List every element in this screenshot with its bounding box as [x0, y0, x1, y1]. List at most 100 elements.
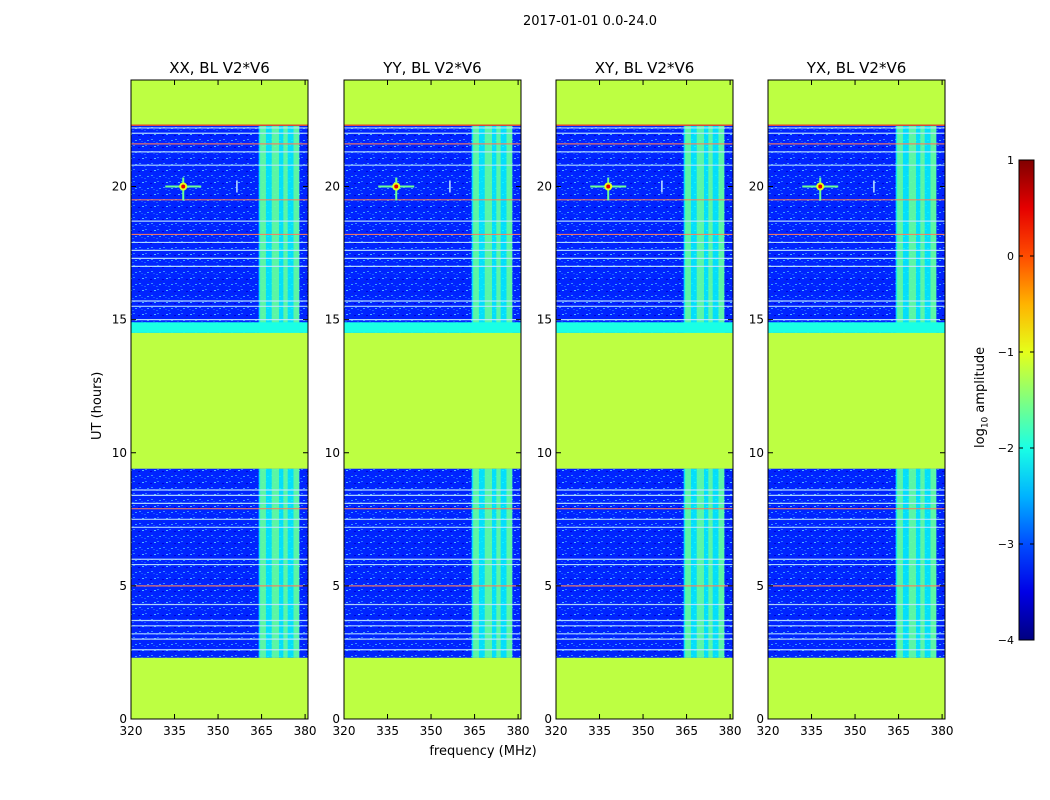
flagged-region-2 — [556, 332, 733, 469]
rfi-channel-1-2 — [271, 468, 279, 658]
x-tick-label: 380 — [931, 724, 954, 738]
y-tick-label: 15 — [112, 313, 127, 327]
flagged-region-1 — [131, 657, 308, 719]
x-tick-label: 320 — [120, 724, 143, 738]
x-tick-label: 320 — [757, 724, 780, 738]
rfi-channel-2-3 — [920, 125, 925, 333]
y-tick-label: 20 — [325, 180, 340, 194]
rfi-channel-2-1 — [260, 125, 266, 333]
rfi-channel-1-2 — [484, 468, 492, 658]
figure-title: 2017-01-01 0.0-24.0 — [523, 14, 657, 29]
x-tick-label: 350 — [420, 724, 443, 738]
x-tick-label: 365 — [887, 724, 910, 738]
panel-title: XY, BL V2*V6 — [595, 59, 695, 77]
rfi-channel-2-2 — [696, 125, 704, 333]
flagged-region-1 — [344, 657, 521, 719]
axes-frame — [130, 79, 309, 720]
y-tick-label: 0 — [332, 712, 340, 726]
x-tick-label: 350 — [844, 724, 867, 738]
rfi-channel-2-1 — [897, 125, 903, 333]
flagged-region-1 — [768, 657, 945, 719]
heatmap-panel-2: YY, BL V2*V6 320 335 350 365 380 0 5 10 15 20 — [325, 59, 530, 738]
rfi-channel-1-4 — [930, 468, 937, 658]
rfi-channel-1-3 — [920, 468, 925, 658]
panel-title: YX, BL V2*V6 — [806, 59, 907, 77]
rfi-channel-1-3 — [708, 468, 713, 658]
rfi-channel-2-2 — [908, 125, 916, 333]
rfi-channel-1-1 — [685, 468, 691, 658]
rfi-channel-1-4 — [506, 468, 513, 658]
rfi-channel-1-1 — [473, 468, 479, 658]
axes-frame — [343, 79, 522, 720]
y-tick-label: 20 — [112, 180, 127, 194]
x-tick-label: 365 — [675, 724, 698, 738]
y-tick-label: 0 — [119, 712, 127, 726]
x-tick-label: 335 — [588, 724, 611, 738]
colorbar-tick-label: −3 — [998, 538, 1014, 551]
x-tick-label: 365 — [463, 724, 486, 738]
panel-title: YY, BL V2*V6 — [382, 59, 481, 77]
axes-frame — [555, 79, 734, 720]
x-tick-label: 350 — [632, 724, 655, 738]
flagged-region-3 — [344, 80, 521, 126]
flagged-region-3 — [556, 80, 733, 126]
x-tick-label: 380 — [719, 724, 742, 738]
panel-title: XX, BL V2*V6 — [169, 59, 270, 77]
cyan-band — [556, 322, 733, 333]
x-tick-label: 335 — [376, 724, 399, 738]
rfi-channel-2-2 — [271, 125, 279, 333]
x-tick-label: 335 — [163, 724, 186, 738]
rfi-channel-1-1 — [897, 468, 903, 658]
colorbar: 1 0 −1 −2 −3 −4 — [998, 154, 1035, 647]
rfi-channel-1-3 — [283, 468, 288, 658]
x-tick-label: 320 — [333, 724, 356, 738]
y-tick-label: 5 — [332, 579, 340, 593]
x-tick-label: 365 — [250, 724, 273, 738]
flagged-region-3 — [131, 80, 308, 126]
bright-source — [181, 184, 186, 189]
flagged-region-2 — [131, 332, 308, 469]
x-tick-label: 320 — [545, 724, 568, 738]
colorbar-tick-label: −4 — [998, 634, 1014, 647]
bright-source — [606, 184, 611, 189]
colorbar-gradient — [1018, 159, 1035, 641]
bright-source — [818, 184, 823, 189]
rfi-channel-2-3 — [496, 125, 501, 333]
rfi-channel-2-1 — [473, 125, 479, 333]
rfi-channel-1-3 — [496, 468, 501, 658]
rfi-channel-1-2 — [908, 468, 916, 658]
y-tick-label: 10 — [325, 446, 340, 460]
cyan-band — [768, 322, 945, 333]
rfi-channel-1-1 — [260, 468, 266, 658]
rfi-channel-1-4 — [293, 468, 300, 658]
y-tick-label: 5 — [756, 579, 764, 593]
colorbar-tick-label: −2 — [998, 442, 1014, 455]
heatmap-panel-4: YX, BL V2*V6 320 335 350 365 380 0 5 10 15 20 — [749, 59, 954, 738]
rfi-channel-2-1 — [685, 125, 691, 333]
y-tick-label: 5 — [544, 579, 552, 593]
y-tick-label: 20 — [749, 180, 764, 194]
y-tick-label: 10 — [112, 446, 127, 460]
flagged-region-3 — [768, 80, 945, 126]
x-tick-label: 380 — [507, 724, 530, 738]
bright-source — [394, 184, 399, 189]
colorbar-tick-label: 0 — [1007, 250, 1014, 263]
rfi-channel-2-4 — [506, 125, 513, 333]
rfi-channel-2-4 — [930, 125, 937, 333]
x-tick-label: 380 — [294, 724, 317, 738]
y-tick-label: 15 — [325, 313, 340, 327]
cyan-band — [344, 322, 521, 333]
rfi-channel-2-4 — [293, 125, 300, 333]
rfi-channel-1-2 — [696, 468, 704, 658]
rfi-channel-2-3 — [283, 125, 288, 333]
y-tick-label: 20 — [537, 180, 552, 194]
axes-frame — [767, 79, 946, 720]
colorbar-tick-label: 1 — [1007, 154, 1014, 167]
x-axis-label: frequency (MHz) — [429, 744, 537, 759]
rfi-channel-2-3 — [708, 125, 713, 333]
heatmap-panel-1: XX, BL V2*V6 320 335 350 365 380 0 5 10 15 20 — [112, 59, 317, 738]
flagged-region-2 — [768, 332, 945, 469]
colorbar-tick-label: −1 — [998, 346, 1014, 359]
rfi-channel-2-4 — [718, 125, 725, 333]
rfi-channel-1-4 — [718, 468, 725, 658]
